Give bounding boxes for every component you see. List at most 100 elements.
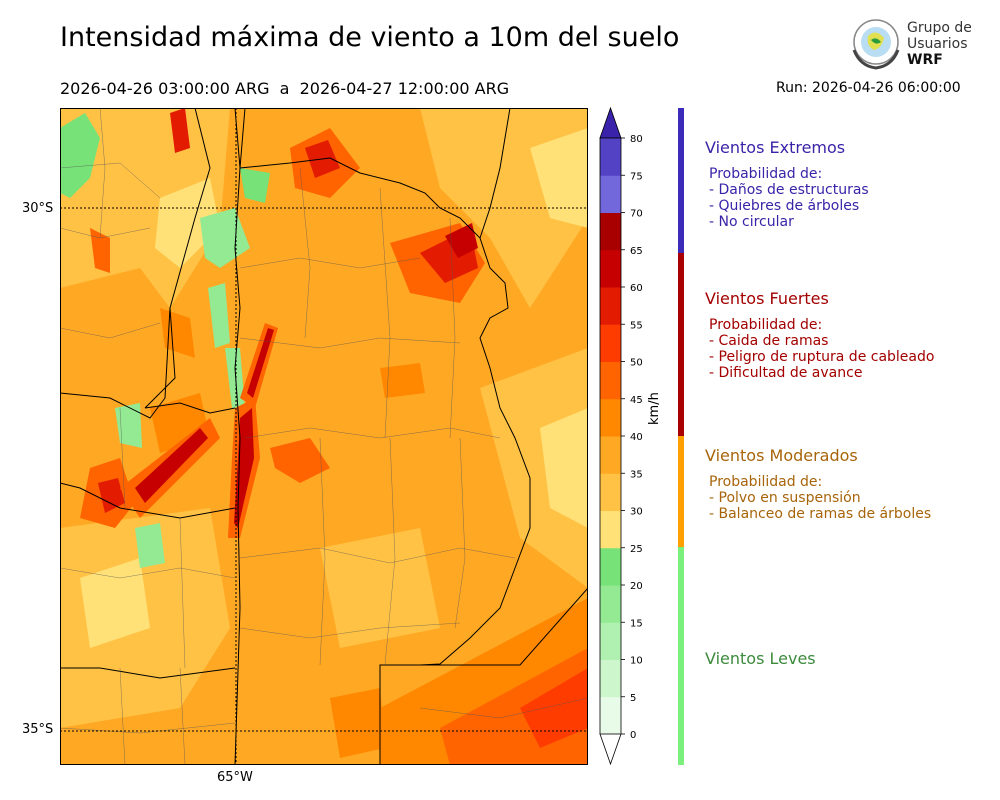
colorbar-segment: [600, 138, 621, 176]
colorbar-tick-label: 65: [630, 246, 643, 257]
colorbar-tick-label: 30: [630, 507, 643, 518]
wind-region-55-60: [247, 328, 274, 398]
colorbar-tick-label: 75: [630, 171, 643, 182]
desc-line: - Caida de ramas: [709, 333, 829, 349]
province-border: [60, 667, 236, 679]
colorbar-segment: [600, 473, 621, 511]
logo-text-3: WRF: [907, 52, 943, 68]
colorbar-segment: [600, 249, 621, 288]
logo-laurel: [852, 49, 900, 70]
province-border: [239, 157, 531, 765]
desc-line: - No circular: [709, 214, 794, 230]
colorbar-tick-label: 0: [630, 730, 636, 741]
logo-land-center: [871, 38, 881, 44]
category-extremos: Vientos Extremos Probabilidad de: - Daño…: [705, 138, 869, 230]
colorbar-segment: [600, 585, 621, 623]
category-bar-leves: [678, 547, 684, 765]
wind-region-55-60: [445, 223, 478, 258]
wind-region-45-50: [270, 438, 330, 483]
colorbar-tick-label: 10: [630, 656, 643, 667]
desc-line: Probabilidad de:: [709, 474, 823, 490]
colorbar-segment: [600, 398, 621, 437]
desc-line: - Balanceo de ramas de árboles: [709, 506, 932, 522]
category-title: Vientos Fuertes: [705, 289, 829, 308]
wind-region-45-50: [90, 228, 110, 273]
colorbar-units: km/h: [647, 392, 662, 425]
desc-line: Probabilidad de:: [709, 166, 823, 182]
desc-line: - Peligro de ruptura de cableado: [709, 349, 935, 365]
wind-region-40-45: [160, 308, 195, 358]
category-bar-moderados: [678, 436, 684, 547]
desc-line: Probabilidad de:: [709, 317, 823, 333]
map-frame: [60, 108, 588, 765]
logo-text-1: Grupo de: [907, 20, 971, 36]
colorbar-tick-label: 45: [630, 395, 643, 406]
colorbar-segment: [600, 212, 621, 251]
wind-region-20-25: [200, 208, 250, 268]
desc-line: - Daños de estructuras: [709, 182, 869, 198]
colorbar-segment: [600, 547, 621, 586]
colorbar-segment: [600, 510, 621, 549]
department-lines: [60, 108, 588, 765]
province-border: [239, 108, 246, 169]
wind-region-55-60: [234, 408, 254, 528]
colorbar: 0 5 10 15 20 25 30 35 40 45 50 55 60 65 70 75 80: [599, 106, 643, 766]
wind-region-55-60: [135, 428, 208, 503]
wind-region-50-55: [98, 478, 125, 513]
colorbar-tick-label: 20: [630, 581, 643, 592]
wind-region-20-25: [135, 523, 165, 568]
wind-region-25-30: [155, 178, 220, 268]
colorbar-tick-label: 35: [630, 469, 643, 480]
category-moderados: Vientos Moderados Probabilidad de: - Pol…: [705, 446, 931, 522]
colorbar-tick-label: 55: [630, 320, 643, 331]
colorbar-extend-low: [599, 733, 622, 766]
province-border: [60, 108, 211, 419]
wind-region-20-25: [208, 283, 230, 348]
colorbar-tick-label: 40: [630, 432, 643, 443]
colorbar-tick-label: 25: [630, 544, 643, 555]
forecast-period: 2026-04-26 03:00:00 ARG a 2026-04-27 12:…: [60, 79, 510, 98]
province-border: [144, 402, 236, 414]
category-title: Vientos Moderados: [705, 446, 858, 465]
run-time: Run: 2026-04-26 06:00:00: [776, 80, 961, 96]
desc-line: - Quiebres de árboles: [709, 198, 860, 214]
category-fuertes: Vientos Fuertes Probabilidad de: - Caida…: [705, 289, 934, 381]
category-description: Probabilidad de: - Polvo en suspensión -…: [705, 474, 931, 522]
map-title: Intensidad máxima de viento a 10m del su…: [60, 22, 680, 53]
province-border: [60, 482, 236, 519]
category-description: Probabilidad de: - Caida de ramas - Peli…: [705, 317, 934, 381]
wind-region-25-30: [540, 408, 588, 528]
category-bar-fuertes: [678, 253, 684, 436]
colorbar-tick-label: 50: [630, 358, 643, 369]
colorbar-segment: [600, 696, 621, 735]
colorbar-segment: [600, 659, 621, 698]
wind-region-20-25: [60, 113, 100, 198]
wind-region-50-55: [170, 108, 190, 153]
colorbar-segment: [600, 324, 621, 362]
colorbar-tick-label: 70: [630, 209, 643, 220]
colorbar-segment: [600, 622, 621, 660]
wind-region-40-45: [330, 688, 385, 758]
wind-region-30-35: [480, 348, 588, 588]
province-border: [479, 108, 511, 239]
wind-region-30-35: [320, 528, 440, 648]
wind-region-20-25: [225, 348, 245, 408]
lat-label-30s: 30°S: [22, 201, 54, 216]
wind-region-40-45: [380, 363, 425, 398]
desc-line: - Dificultad de avance: [709, 365, 863, 381]
wind-region-50-55: [520, 668, 588, 748]
colorbar-tick-label: 60: [630, 283, 643, 294]
colorbar-segment: [600, 436, 621, 474]
colorbar-extend-high: [599, 106, 622, 139]
wind-speed-map: [60, 108, 588, 765]
colorbar-segment: [600, 361, 621, 400]
lon-label-65w: 65°W: [217, 770, 253, 785]
wrf-logo: Grupo de Usuarios WRF: [852, 19, 971, 70]
colorbar-segment: [600, 175, 621, 213]
wind-region-25-30: [530, 128, 588, 228]
wind-region-25-30: [80, 558, 150, 648]
desc-line: - Polvo en suspensión: [709, 490, 861, 506]
colorbar-tick-label: 80: [630, 134, 643, 145]
logo-text-2: Usuarios: [907, 36, 968, 52]
province-border: [234, 108, 241, 765]
